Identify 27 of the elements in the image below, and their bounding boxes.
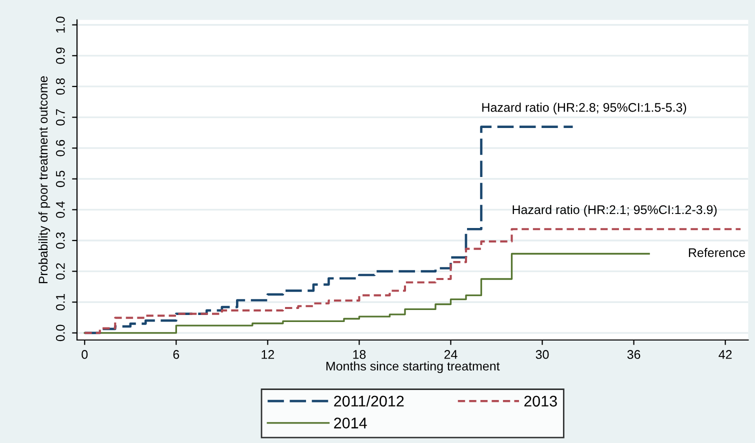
y-tick-label: 0.8	[56, 78, 65, 95]
y-tick-label: 0.5	[56, 170, 65, 188]
y-tick-label: 0.9	[56, 48, 65, 64]
y-axis-title: Probability of poor treatment outcome	[38, 76, 50, 284]
x-tick-label: 36	[627, 350, 640, 359]
x-tick-label: 12	[262, 350, 274, 359]
x-axis-title: Months since starting treatment	[326, 361, 500, 374]
legend-label: 2014	[334, 418, 367, 428]
y-tick-label: 1.0	[56, 16, 65, 33]
annotation: Hazard ratio (HR:2.8; 95%CI:1.5-5.3)	[482, 102, 686, 114]
y-tick-label: 0.6	[56, 140, 65, 156]
x-tick-label: 6	[173, 350, 180, 359]
x-tick-label: 30	[536, 350, 549, 359]
y-tick-label: 0.2	[56, 263, 65, 280]
legend-label: 2013	[524, 396, 557, 407]
y-tick-label: 0.4	[56, 201, 65, 218]
x-tick-label: 0	[82, 350, 88, 359]
x-tick-label: 24	[444, 350, 458, 359]
y-tick-label: 0.1	[56, 294, 65, 310]
annotation: Hazard ratio (HR:2.1; 95%CI:1.2-3.9)	[512, 204, 717, 217]
y-tick-label: 0.3	[56, 232, 65, 249]
x-tick-label: 18	[353, 350, 366, 359]
y-tick-label: 0.7	[56, 109, 65, 126]
y-tick-label: 0.0	[56, 324, 65, 342]
x-tick-label: 42	[718, 350, 732, 359]
legend-label: 2011/2012	[334, 395, 404, 407]
annotation: Reference	[688, 248, 746, 258]
